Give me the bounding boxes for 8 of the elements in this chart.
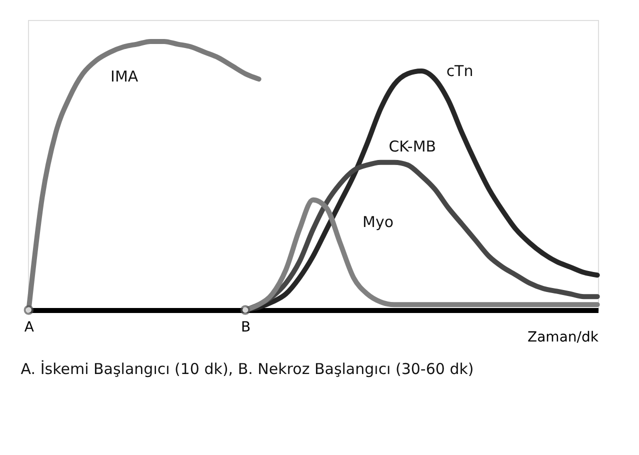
x-tick-label: B bbox=[241, 320, 251, 336]
x-tick-label: A bbox=[24, 320, 34, 336]
series-label: CK-MB bbox=[388, 137, 436, 156]
series-label: cTn bbox=[446, 62, 474, 80]
x-axis-title: Zaman/dk bbox=[528, 330, 600, 346]
text: A. İskemi Başlangıcı (10 dk), B. Nekroz Başlangıcı (30-60 dk) bbox=[20, 360, 474, 378]
series-label: Myo bbox=[362, 212, 394, 231]
series-label: IMA bbox=[110, 67, 139, 86]
